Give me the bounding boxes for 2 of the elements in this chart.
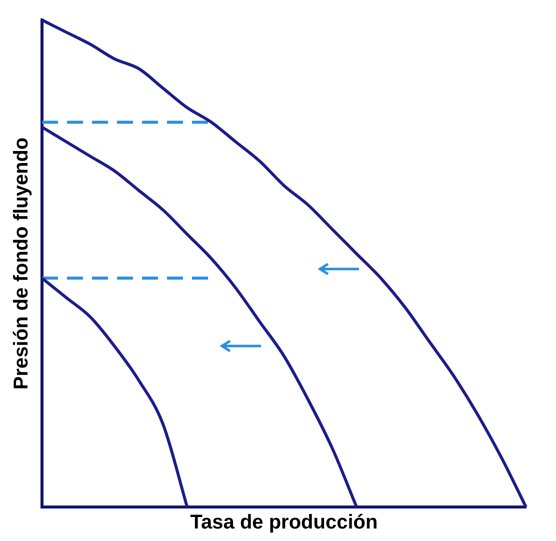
- x-axis-title: Tasa de producción: [190, 512, 378, 534]
- y-axis-title: Presión de fondo fluyendo: [10, 137, 33, 390]
